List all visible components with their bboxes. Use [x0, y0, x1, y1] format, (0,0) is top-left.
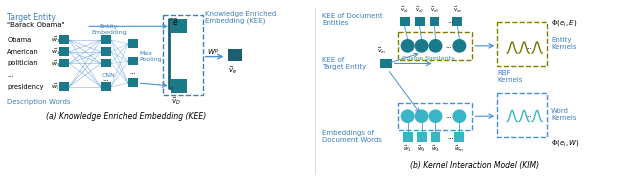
Bar: [397, 32, 472, 59]
Text: ...: ...: [447, 18, 454, 24]
Text: $\Phi(e_i, E)$: $\Phi(e_i, E)$: [551, 18, 577, 27]
Bar: [101, 47, 111, 56]
Text: $\vec{v}_{e_i}$: $\vec{v}_{e_i}$: [377, 45, 386, 56]
Text: Max
Pooling: Max Pooling: [140, 51, 163, 62]
Bar: [101, 59, 111, 67]
Circle shape: [401, 109, 415, 123]
Text: KEE of Document
Entities: KEE of Document Entities: [322, 13, 383, 26]
Text: Description Words: Description Words: [8, 99, 71, 105]
Text: Embeddings of
Document Words: Embeddings of Document Words: [322, 130, 382, 143]
Text: CNN: CNN: [102, 73, 116, 78]
Text: $\vec{v}_e$: $\vec{v}_e$: [228, 64, 237, 76]
Bar: [452, 16, 462, 26]
Bar: [397, 102, 472, 130]
Bar: [497, 22, 547, 66]
Bar: [415, 16, 424, 26]
Bar: [59, 82, 69, 91]
Bar: [128, 39, 138, 48]
Bar: [403, 132, 413, 142]
Text: politician: politician: [8, 60, 38, 66]
Text: $\vec{w}_3$: $\vec{w}_3$: [431, 144, 440, 154]
Bar: [59, 59, 69, 67]
Text: ...: ...: [445, 113, 452, 119]
Bar: [429, 16, 440, 26]
Bar: [171, 79, 187, 93]
Text: ...: ...: [447, 134, 454, 140]
Text: Entity
Kernels: Entity Kernels: [551, 37, 577, 50]
Circle shape: [401, 39, 415, 53]
Text: Entity
Embedding: Entity Embedding: [91, 24, 127, 35]
Text: $\vec{v}_{e_2}$: $\vec{v}_{e_2}$: [415, 4, 424, 15]
Text: $\vec{v}_{e_1}$: $\vec{v}_{e_1}$: [400, 4, 409, 15]
Text: RBF
Kernels: RBF Kernels: [497, 70, 523, 83]
Text: $\vec{w}_2$: $\vec{w}_2$: [417, 144, 426, 154]
Text: KEE of
Target Entity: KEE of Target Entity: [322, 57, 366, 70]
Bar: [101, 35, 111, 44]
Text: $\vec{w}_l$: $\vec{w}_l$: [51, 82, 60, 92]
Text: ...: ...: [8, 72, 13, 78]
Text: (a) Knowledge Enriched Embedding (KEE): (a) Knowledge Enriched Embedding (KEE): [45, 112, 206, 121]
Bar: [128, 57, 138, 65]
Text: $\vec{w}_1$: $\vec{w}_1$: [403, 144, 412, 154]
Circle shape: [429, 39, 442, 53]
Text: $\vec{w}_3$: $\vec{w}_3$: [51, 58, 61, 68]
Bar: [454, 132, 465, 142]
Bar: [380, 59, 392, 68]
Text: Word
Kernels: Word Kernels: [551, 108, 577, 121]
Bar: [431, 132, 440, 142]
Text: Knowledge Enriched
Embedding (KEE): Knowledge Enriched Embedding (KEE): [205, 11, 276, 24]
Bar: [59, 47, 69, 56]
Text: American: American: [8, 49, 39, 55]
Text: $\vec{w}_1$: $\vec{w}_1$: [51, 35, 61, 45]
Text: ...: ...: [445, 43, 452, 49]
Text: ...: ...: [525, 44, 532, 50]
Bar: [417, 132, 426, 142]
Circle shape: [415, 109, 429, 123]
Text: $\Phi(e_i, W)$: $\Phi(e_i, W)$: [551, 138, 580, 148]
Bar: [497, 93, 547, 137]
Text: $W^p$: $W^p$: [207, 47, 220, 57]
Text: ...: ...: [102, 76, 109, 82]
Text: $\vec{v}_{e_3}$: $\vec{v}_{e_3}$: [430, 4, 439, 15]
Text: "Barack Obama": "Barack Obama": [8, 22, 65, 28]
Text: (b) Kernel Interaction Model (KIM): (b) Kernel Interaction Model (KIM): [410, 161, 539, 170]
Text: ...: ...: [525, 112, 532, 118]
Circle shape: [415, 39, 429, 53]
Bar: [399, 16, 410, 26]
Text: $\vec{v}_{e_n}$: $\vec{v}_{e_n}$: [452, 4, 462, 15]
Text: $\vec{e}$: $\vec{e}$: [172, 16, 179, 28]
Text: Target Entity: Target Entity: [8, 13, 56, 22]
Text: $\vec{w}_m$: $\vec{w}_m$: [454, 144, 465, 154]
Circle shape: [452, 39, 467, 53]
Text: Cosine Similarity: Cosine Similarity: [402, 56, 454, 62]
Text: Obama: Obama: [8, 37, 31, 43]
Text: presidency: presidency: [8, 84, 44, 90]
Bar: [163, 15, 202, 95]
Bar: [101, 82, 111, 91]
Bar: [59, 35, 69, 44]
Bar: [228, 49, 243, 62]
Bar: [171, 19, 187, 33]
Circle shape: [452, 109, 467, 123]
Text: $\vec{w}_2$: $\vec{w}_2$: [51, 47, 61, 57]
Text: ...: ...: [129, 69, 136, 75]
Bar: [128, 78, 138, 87]
Text: $\vec{v}_D$: $\vec{v}_D$: [171, 96, 180, 107]
Circle shape: [429, 109, 442, 123]
